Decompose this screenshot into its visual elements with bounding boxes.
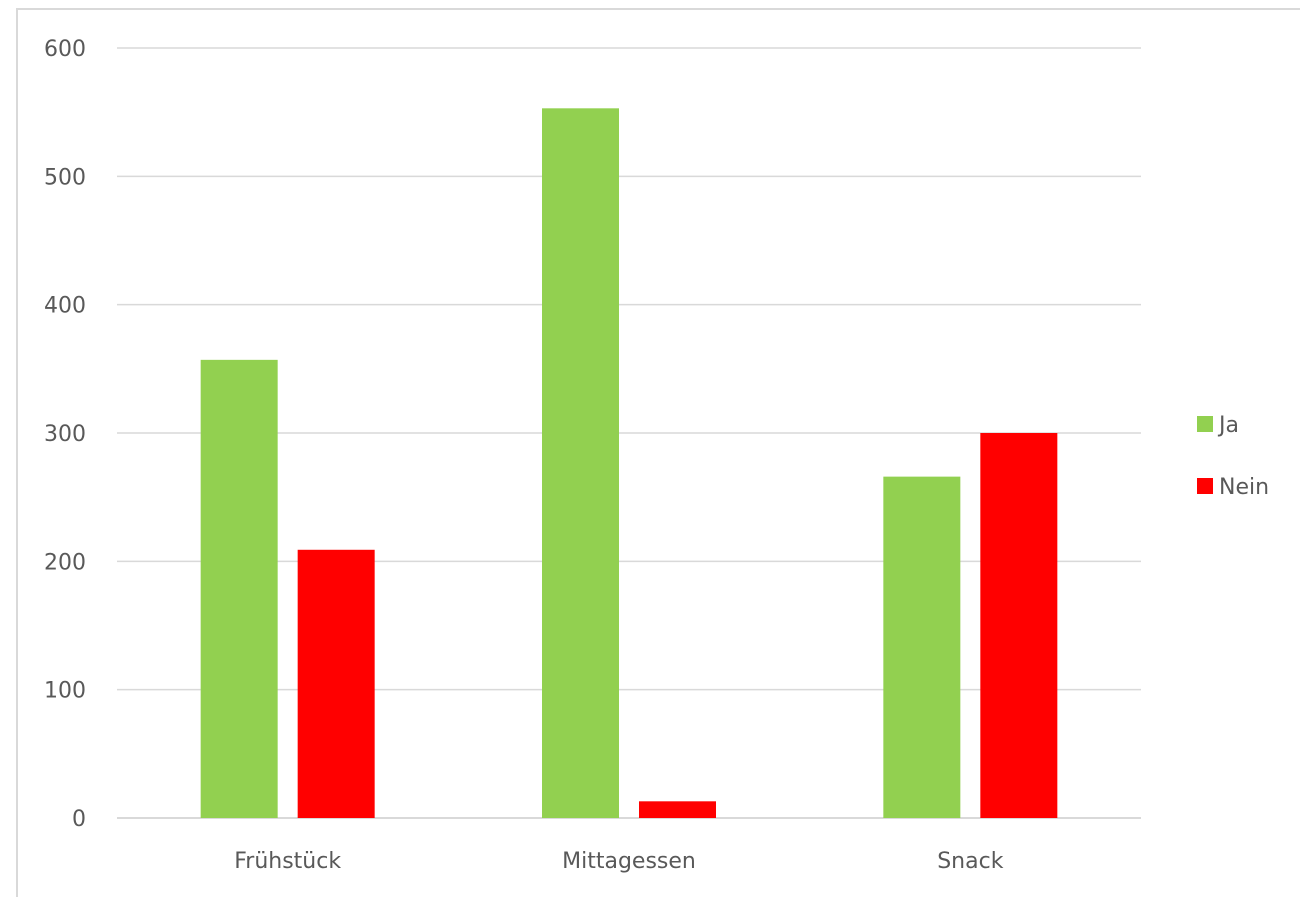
bar-ja-0 bbox=[200, 359, 278, 818]
y-tick-label: 0 bbox=[72, 807, 86, 832]
legend-label-nein: Nein bbox=[1219, 475, 1269, 500]
bar-nein-1 bbox=[639, 801, 716, 818]
y-tick-label: 400 bbox=[44, 294, 86, 319]
chart-frame bbox=[16, 8, 1300, 897]
x-tick-label: Snack bbox=[937, 849, 1003, 874]
x-tick-label: Frühstück bbox=[234, 849, 341, 874]
y-tick-label: 600 bbox=[44, 37, 86, 62]
y-axis-ticks: 0 100 200 300 400 500 600 bbox=[44, 37, 86, 832]
gridlines bbox=[117, 47, 1141, 819]
legend: Ja Nein bbox=[1197, 413, 1269, 500]
legend-swatch-ja bbox=[1197, 416, 1213, 432]
legend-label-ja: Ja bbox=[1217, 413, 1239, 438]
y-tick-label: 500 bbox=[44, 165, 86, 190]
x-axis-ticks: Frühstück Mittagessen Snack bbox=[234, 849, 1003, 874]
y-tick-label: 200 bbox=[44, 550, 86, 575]
bar-nein-2 bbox=[980, 433, 1058, 818]
bar-ja-2 bbox=[883, 476, 961, 818]
bar-ja-1 bbox=[542, 108, 619, 819]
bar-nein-0 bbox=[297, 549, 375, 818]
y-tick-label: 100 bbox=[44, 679, 86, 704]
bars bbox=[200, 108, 1058, 819]
legend-swatch-nein bbox=[1197, 478, 1213, 494]
y-tick-label: 300 bbox=[44, 422, 86, 447]
x-tick-label: Mittagessen bbox=[562, 849, 696, 874]
